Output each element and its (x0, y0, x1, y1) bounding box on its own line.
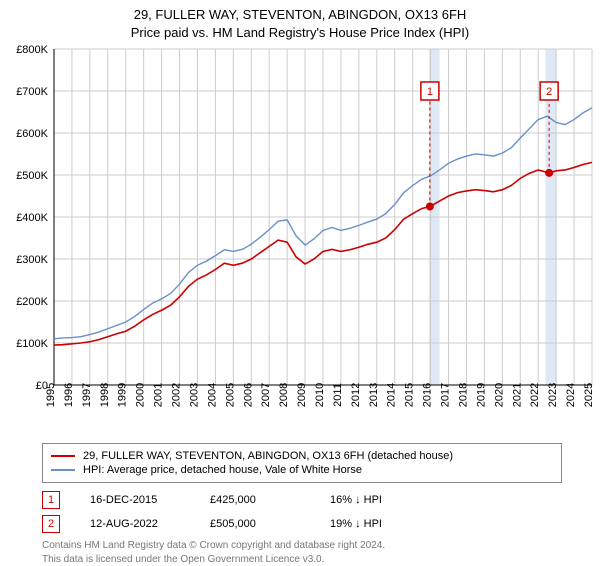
svg-text:2012: 2012 (350, 383, 362, 407)
svg-text:1998: 1998 (99, 383, 111, 407)
chart-svg: £0£100K£200K£300K£400K£500K£600K£700K£80… (0, 41, 600, 439)
svg-text:£100K: £100K (16, 338, 48, 350)
svg-text:2: 2 (546, 86, 552, 98)
svg-text:2000: 2000 (135, 383, 147, 407)
svg-text:2010: 2010 (314, 383, 326, 407)
svg-text:2001: 2001 (153, 383, 165, 407)
svg-text:2013: 2013 (368, 383, 380, 407)
svg-text:2006: 2006 (242, 383, 254, 407)
legend-item: HPI: Average price, detached house, Vale… (51, 464, 553, 476)
svg-text:2014: 2014 (386, 383, 398, 407)
legend-swatch (51, 455, 75, 457)
marker-date: 16-DEC-2015 (90, 494, 180, 506)
legend: 29, FULLER WAY, STEVENTON, ABINGDON, OX1… (42, 443, 562, 483)
marker-badge: 1 (42, 491, 60, 509)
svg-text:£700K: £700K (16, 86, 48, 98)
svg-text:2017: 2017 (440, 383, 452, 407)
svg-text:1997: 1997 (81, 383, 93, 407)
svg-text:2023: 2023 (547, 383, 559, 407)
svg-text:£400K: £400K (16, 212, 48, 224)
chart-area: £0£100K£200K£300K£400K£500K£600K£700K£80… (0, 41, 600, 439)
marker-row: 1 16-DEC-2015 £425,000 16% ↓ HPI (42, 491, 562, 509)
marker-row: 2 12-AUG-2022 £505,000 19% ↓ HPI (42, 515, 562, 533)
svg-text:1999: 1999 (117, 383, 129, 407)
svg-text:£600K: £600K (16, 128, 48, 140)
legend-label: HPI: Average price, detached house, Vale… (83, 464, 362, 476)
svg-text:1: 1 (427, 86, 433, 98)
svg-text:£500K: £500K (16, 170, 48, 182)
marker-date: 12-AUG-2022 (90, 518, 180, 530)
legend-label: 29, FULLER WAY, STEVENTON, ABINGDON, OX1… (83, 450, 453, 462)
marker-delta: 19% ↓ HPI (330, 518, 420, 530)
marker-price: £425,000 (210, 494, 300, 506)
chart-title: 29, FULLER WAY, STEVENTON, ABINGDON, OX1… (0, 0, 600, 41)
svg-text:2009: 2009 (296, 383, 308, 407)
svg-text:£200K: £200K (16, 296, 48, 308)
footer-line-2: This data is licensed under the Open Gov… (42, 553, 562, 566)
marker-price: £505,000 (210, 518, 300, 530)
legend-item: 29, FULLER WAY, STEVENTON, ABINGDON, OX1… (51, 450, 553, 462)
title-line-1: 29, FULLER WAY, STEVENTON, ABINGDON, OX1… (0, 6, 600, 24)
legend-swatch (51, 469, 75, 471)
svg-text:2008: 2008 (278, 383, 290, 407)
svg-text:2003: 2003 (188, 383, 200, 407)
title-line-2: Price paid vs. HM Land Registry's House … (0, 24, 600, 42)
svg-text:2018: 2018 (457, 383, 469, 407)
marker-delta: 16% ↓ HPI (330, 494, 420, 506)
svg-text:2004: 2004 (206, 383, 218, 407)
svg-text:2005: 2005 (224, 383, 236, 407)
svg-text:2011: 2011 (332, 383, 344, 407)
svg-text:2024: 2024 (565, 383, 577, 407)
svg-text:1996: 1996 (63, 383, 75, 407)
footer-line-1: Contains HM Land Registry data © Crown c… (42, 539, 562, 553)
svg-text:2015: 2015 (404, 383, 416, 407)
svg-text:2002: 2002 (171, 383, 183, 407)
svg-text:2020: 2020 (493, 383, 505, 407)
svg-text:2019: 2019 (475, 383, 487, 407)
svg-text:2021: 2021 (511, 383, 523, 407)
svg-text:2007: 2007 (260, 383, 272, 407)
svg-text:£300K: £300K (16, 254, 48, 266)
marker-table: 1 16-DEC-2015 £425,000 16% ↓ HPI 2 12-AU… (42, 491, 562, 533)
svg-text:2022: 2022 (529, 383, 541, 407)
footer: Contains HM Land Registry data © Crown c… (42, 539, 562, 566)
svg-text:1995: 1995 (45, 383, 57, 407)
marker-badge: 2 (42, 515, 60, 533)
svg-text:2025: 2025 (583, 383, 595, 407)
svg-text:2016: 2016 (422, 383, 434, 407)
svg-text:£800K: £800K (16, 44, 48, 56)
